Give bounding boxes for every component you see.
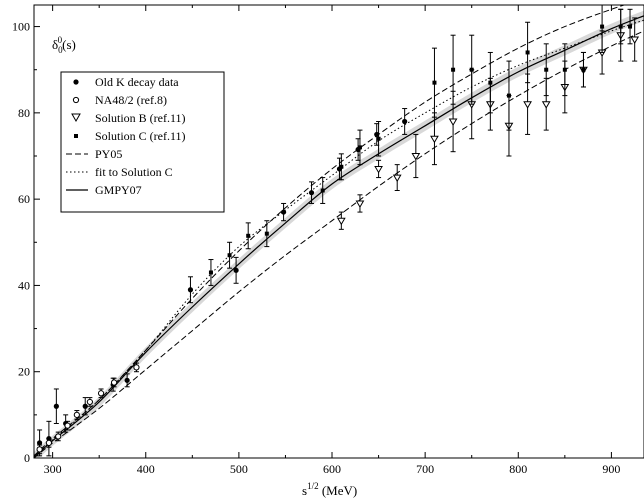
x-tick-label: 500 bbox=[230, 462, 248, 476]
solution-b-point bbox=[392, 174, 402, 183]
old-k-point bbox=[233, 267, 239, 273]
solution-c-point bbox=[227, 253, 232, 258]
old-k-point bbox=[36, 440, 43, 446]
solution-c-point bbox=[618, 24, 623, 29]
old-k-point bbox=[336, 166, 343, 172]
solution-c-point bbox=[432, 80, 437, 85]
legend-marker-solution-c bbox=[74, 134, 78, 138]
old-k-point bbox=[280, 209, 287, 215]
plot-frame bbox=[33, 4, 644, 459]
solution-c-point bbox=[488, 80, 493, 85]
solution-c-point bbox=[544, 67, 549, 72]
solution-c-point bbox=[264, 231, 269, 236]
old-k-point bbox=[187, 287, 194, 293]
na48-point bbox=[110, 379, 118, 386]
legend-marker-na48 bbox=[72, 96, 80, 104]
py05-lower-curve bbox=[34, 30, 644, 458]
legend: Old K decay data NA48/2 (ref.8) Solution… bbox=[60, 71, 225, 213]
solution-b-point bbox=[336, 217, 346, 226]
solution-b-point bbox=[374, 165, 383, 174]
old-k-point bbox=[82, 403, 88, 409]
x-tick-label: 700 bbox=[416, 462, 434, 476]
legend-box bbox=[60, 71, 225, 213]
na48-point bbox=[133, 364, 140, 371]
y-tick-label: 100 bbox=[12, 20, 30, 34]
solution-c-point bbox=[357, 145, 362, 150]
solution-b-point bbox=[411, 153, 421, 161]
na48-point bbox=[55, 433, 62, 440]
na48-point bbox=[45, 439, 53, 446]
solution-c-point bbox=[581, 67, 586, 72]
solution-c-point bbox=[246, 233, 251, 238]
solution-c-point bbox=[208, 270, 213, 275]
na48-point bbox=[36, 446, 43, 453]
legend-label-old-k: Old K decay data bbox=[95, 75, 179, 89]
solution-c-point bbox=[451, 67, 456, 72]
y-tick-label: 60 bbox=[18, 192, 30, 206]
axis-ticks: 300 400 500 600 700 800 900 0 20 40 60 80 100 bbox=[12, 5, 620, 476]
legend-label-na48: NA48/2 (ref.8) bbox=[95, 93, 167, 107]
legend-marker-solution-b bbox=[71, 113, 81, 123]
solution-b-point bbox=[523, 101, 532, 109]
solution-b-point bbox=[448, 118, 458, 126]
y-axis-label: δ00(s) bbox=[52, 35, 76, 55]
na48-point bbox=[73, 411, 80, 418]
legend-marker-old-k bbox=[73, 79, 79, 85]
solution-b-point bbox=[430, 135, 439, 144]
old-k-point bbox=[355, 146, 361, 153]
solution-c-point bbox=[506, 93, 511, 98]
x-tick-label: 600 bbox=[323, 462, 341, 476]
old-k-point bbox=[402, 118, 408, 125]
py05-upper-curve bbox=[34, 5, 626, 457]
y-tick-label: 40 bbox=[18, 278, 30, 292]
legend-label-gmpy07: GMPY07 bbox=[95, 183, 142, 197]
solution-c-point bbox=[469, 67, 474, 72]
solution-c-point bbox=[562, 67, 567, 72]
data-points bbox=[36, 5, 640, 457]
x-tick-label: 800 bbox=[509, 462, 527, 476]
solution-b-point bbox=[541, 101, 551, 109]
na48-point bbox=[64, 422, 71, 429]
y-tick-label: 20 bbox=[18, 365, 30, 379]
x-axis-label: s1/2 (MeV) bbox=[302, 481, 357, 498]
solution-c-point bbox=[320, 188, 325, 193]
old-k-point bbox=[374, 131, 380, 138]
solution-b-point bbox=[355, 200, 365, 208]
na48-point bbox=[86, 398, 93, 406]
legend-label-fit: fit to Solution C bbox=[95, 165, 173, 179]
legend-label-solution-c: Solution C (ref.11) bbox=[95, 129, 186, 143]
x-tick-label: 300 bbox=[44, 462, 62, 476]
y-tick-label: 0 bbox=[24, 451, 30, 465]
old-k-point bbox=[308, 190, 315, 196]
solution-c-point bbox=[525, 50, 530, 55]
solution-c-point bbox=[600, 24, 605, 29]
legend-label-py05: PY05 bbox=[95, 147, 122, 161]
solution-c-point bbox=[628, 24, 633, 29]
y-tick-label: 80 bbox=[18, 106, 30, 120]
solution-c-point bbox=[376, 136, 381, 141]
solution-c-point bbox=[339, 164, 344, 169]
legend-label-solution-b: Solution B (ref.11) bbox=[95, 111, 186, 125]
solution-b-point bbox=[630, 36, 640, 45]
x-tick-label: 400 bbox=[137, 462, 155, 476]
old-k-point bbox=[53, 403, 59, 409]
x-tick-label: 900 bbox=[602, 462, 620, 476]
old-k-point bbox=[124, 377, 130, 383]
fit-solution-c-curve bbox=[34, 19, 644, 458]
na48-point bbox=[97, 390, 105, 397]
